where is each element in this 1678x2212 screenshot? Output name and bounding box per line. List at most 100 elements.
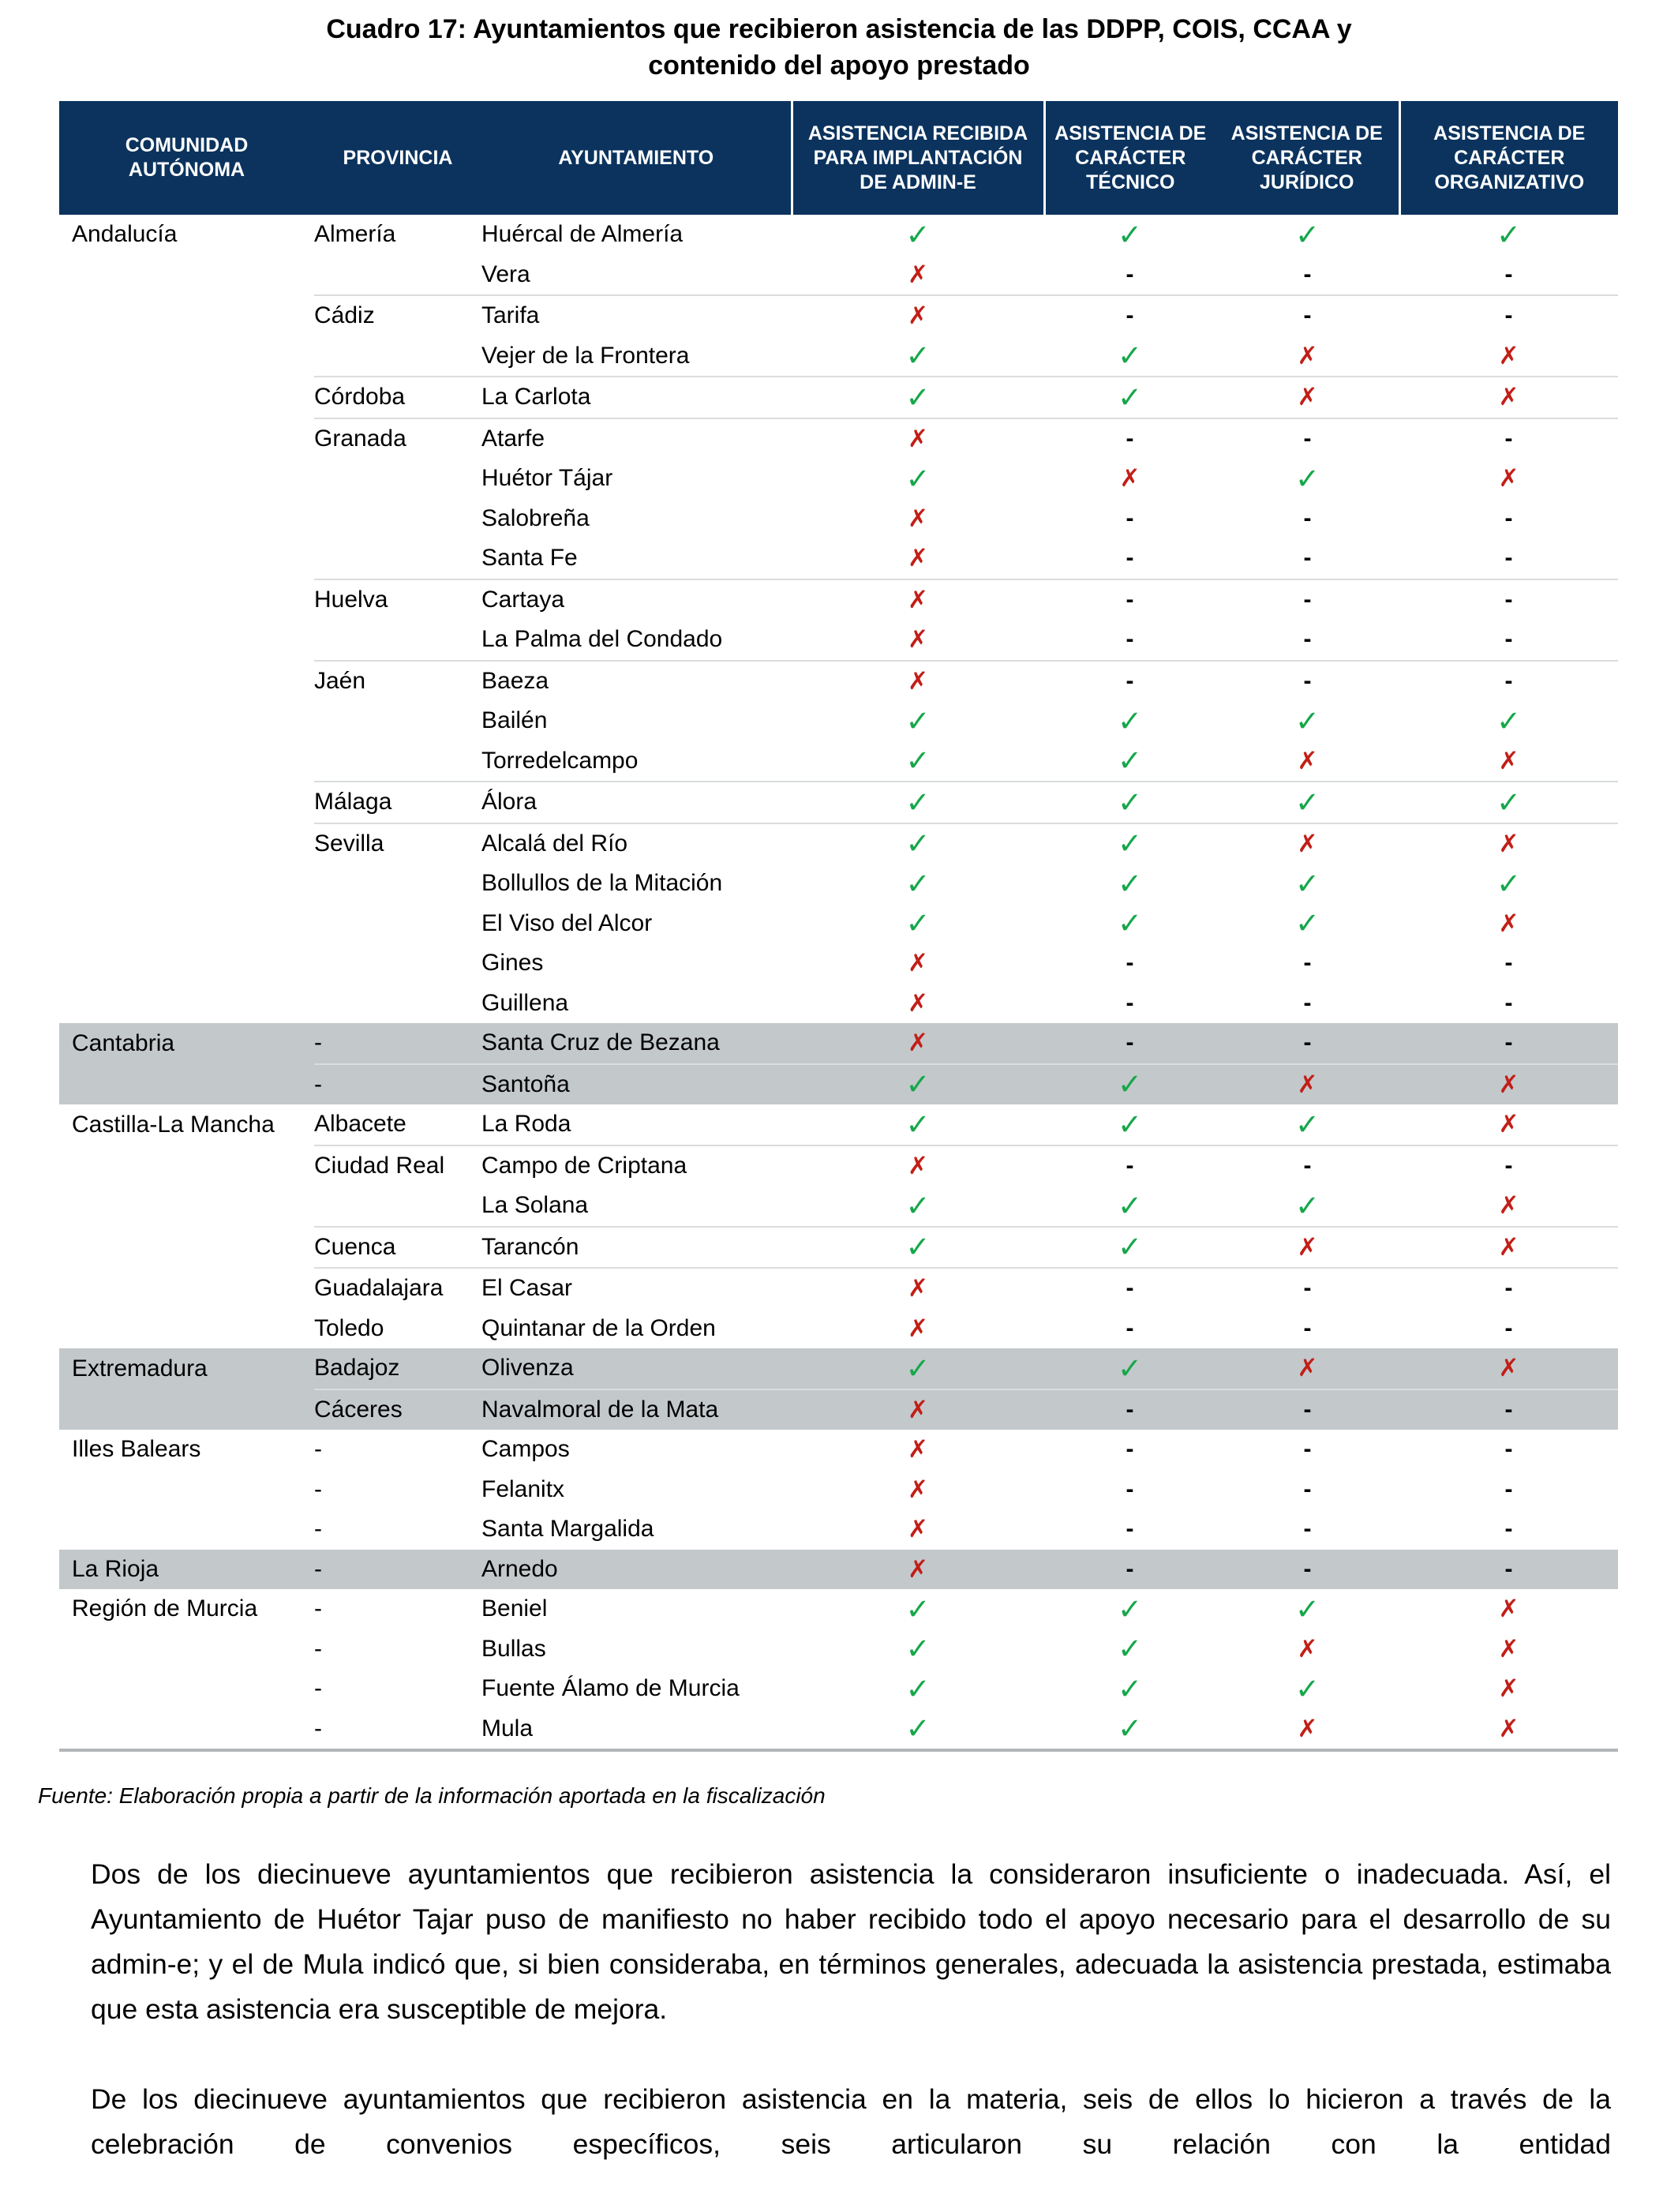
dash-icon: - <box>1126 504 1134 531</box>
provincia-cell: Sevilla <box>314 822 481 864</box>
cross-icon: ✗ <box>908 1314 928 1342</box>
provincia-cell: - <box>314 1635 322 1662</box>
table-row: La Solana ✓ ✓ ✓ ✗ <box>59 1186 1618 1227</box>
provincia-cell: Cuenca <box>314 1225 481 1268</box>
mark-cell: ✗ <box>792 1267 1044 1309</box>
cross-icon: ✗ <box>1498 341 1519 369</box>
provincia-cell <box>314 1186 481 1227</box>
header-row: COMUNIDAD AUTÓNOMA PROVINCIA AYUNTAMIENT… <box>59 101 1618 215</box>
provincia-cell: Cáceres <box>314 1388 481 1430</box>
provincia-cell: - <box>314 1595 322 1622</box>
check-icon: ✓ <box>1496 785 1521 819</box>
check-icon: ✓ <box>1117 785 1142 819</box>
dash-icon: - <box>1504 545 1513 572</box>
mark-cell: ✓ <box>792 822 1044 864</box>
table-row: Málaga Álora ✓ ✓ ✓ ✓ <box>59 781 1618 823</box>
dash-icon: - <box>1126 1152 1134 1179</box>
table-row: Toledo Quintanar de la Orden ✗ - - - <box>59 1309 1618 1349</box>
comunidad-cell <box>59 1309 314 1349</box>
dash-icon: - <box>1504 1314 1513 1341</box>
ayuntamiento-cell: Guillena <box>481 989 569 1016</box>
ayuntamiento-cell: Olivenza <box>481 1348 792 1389</box>
comunidad-cell <box>59 538 314 579</box>
comunidad-cell <box>59 1145 314 1187</box>
ayuntamiento-cell: Bullas <box>481 1635 546 1662</box>
check-icon: ✓ <box>1117 907 1142 940</box>
mark-cell: ✗ <box>1399 1225 1618 1268</box>
mark-cell: - <box>1044 499 1215 539</box>
check-icon: ✓ <box>1294 218 1320 251</box>
mark-cell: - <box>1215 417 1399 459</box>
check-icon: ✓ <box>1117 339 1142 373</box>
mark-cell: ✓ <box>792 741 1044 782</box>
check-icon: ✓ <box>1496 867 1521 900</box>
cross-icon: ✗ <box>908 504 928 532</box>
mark-cell: ✗ <box>792 659 1044 701</box>
cross-icon: ✗ <box>1498 1191 1519 1220</box>
mark-cell: ✓ <box>792 1186 1044 1227</box>
table-row: Cuenca Tarancón ✓ ✓ ✗ ✗ <box>59 1225 1618 1268</box>
mark-cell: - <box>1215 499 1399 539</box>
check-icon: ✓ <box>1294 907 1320 940</box>
check-icon: ✓ <box>1117 1352 1142 1385</box>
check-icon: ✓ <box>905 907 931 940</box>
provincia-cell <box>314 459 481 499</box>
ayuntamiento-cell: La Palma del Condado <box>481 626 723 653</box>
mark-cell: - <box>1399 1549 1618 1589</box>
ayuntamiento-cell: La Roda <box>481 1111 571 1138</box>
dash-icon: - <box>1303 950 1312 977</box>
mark-cell: ✓ <box>1399 701 1618 741</box>
table-row: Gines ✗ - - - <box>59 943 1618 984</box>
check-icon: ✓ <box>1117 1712 1142 1745</box>
dash-icon: - <box>1303 1275 1312 1302</box>
mark-cell: - <box>1215 578 1399 620</box>
mark-cell: ✗ <box>792 1549 1044 1589</box>
mark-cell: ✗ <box>792 1023 1044 1064</box>
mark-cell: ✓ <box>1215 1186 1399 1227</box>
mark-cell: - <box>1399 1144 1618 1186</box>
table-row: Córdoba La Carlota ✓ ✓ ✗ ✗ <box>59 376 1618 418</box>
mark-cell: - <box>1044 1549 1215 1589</box>
mark-cell: ✗ <box>1215 741 1399 782</box>
dash-icon: - <box>1126 1516 1134 1543</box>
mark-cell: ✓ <box>792 336 1044 377</box>
mark-cell: ✓ <box>1044 336 1215 377</box>
dash-icon: - <box>1504 1029 1513 1056</box>
mark-cell: - <box>1399 538 1618 579</box>
provincia-cell: Málaga <box>314 781 481 823</box>
provincia-cell: - <box>314 1549 481 1589</box>
mark-cell: - <box>1215 659 1399 701</box>
table-row: Bailén ✓ ✓ ✓ ✓ <box>59 701 1618 741</box>
check-icon: ✓ <box>1117 1592 1142 1625</box>
dash-icon: - <box>1303 425 1312 452</box>
mark-cell: ✗ <box>1399 336 1618 377</box>
check-icon: ✓ <box>905 381 931 414</box>
provincia-cell <box>314 620 481 661</box>
mark-cell: ✓ <box>792 459 1044 499</box>
cross-icon: ✗ <box>1297 1354 1318 1382</box>
dash-icon: - <box>1126 950 1134 977</box>
check-icon: ✓ <box>1117 1231 1142 1264</box>
mark-cell: - <box>1044 294 1215 336</box>
mark-cell: - <box>1215 1144 1399 1186</box>
mark-cell: ✓ <box>1044 376 1215 418</box>
mark-cell: ✓ <box>792 701 1044 741</box>
check-icon: ✓ <box>1496 704 1521 737</box>
cross-icon: ✗ <box>908 1554 928 1583</box>
table-title: Cuadro 17: Ayuntamientos que recibieron … <box>0 11 1678 84</box>
ayuntamiento-cell: Torredelcampo <box>481 747 639 774</box>
cross-icon: ✗ <box>1297 1634 1318 1663</box>
cross-icon: ✗ <box>908 424 928 452</box>
mark-cell: ✗ <box>792 255 1044 296</box>
check-icon: ✓ <box>905 867 931 900</box>
provincia-cell: Almería <box>314 221 396 248</box>
table-row: Vera ✗ - - - <box>59 255 1618 296</box>
dash-icon: - <box>1126 1396 1134 1423</box>
dash-icon: - <box>1504 261 1513 287</box>
dash-icon: - <box>1504 989 1513 1016</box>
table-row: Jaén Baeza ✗ - - - <box>59 659 1618 701</box>
table-row: Salobreña ✗ - - - <box>59 499 1618 539</box>
ayuntamiento-cell: Huércal de Almería <box>481 221 684 248</box>
comunidad-cell <box>59 1709 314 1751</box>
mark-cell: ✓ <box>792 1629 1044 1670</box>
